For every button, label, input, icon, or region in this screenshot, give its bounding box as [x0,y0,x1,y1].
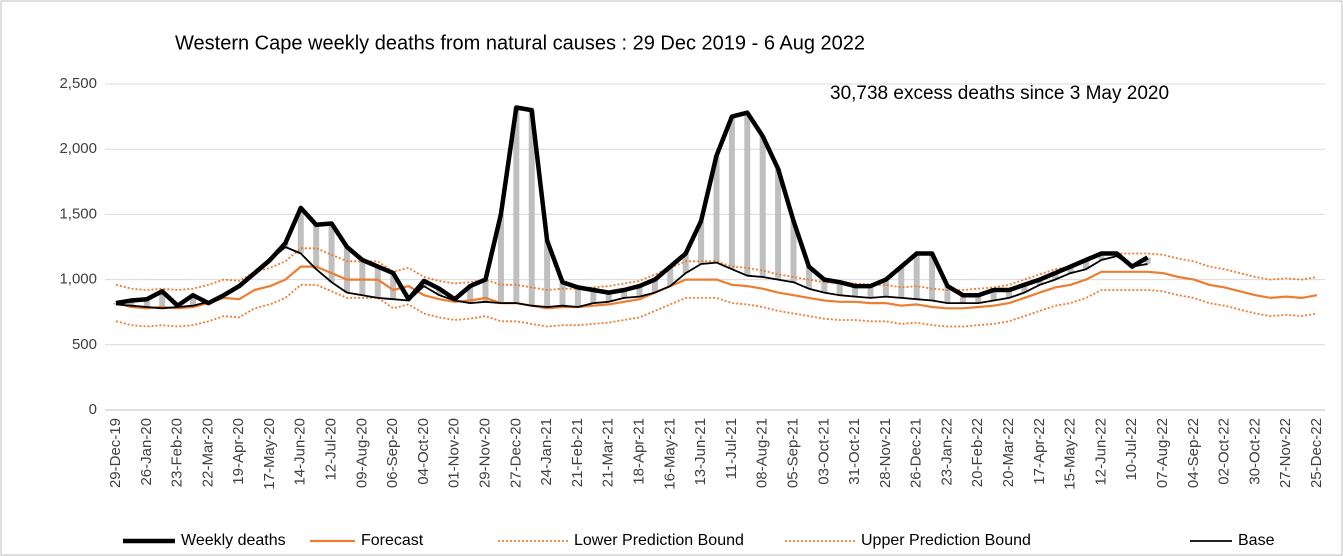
y-tick-label: 1,000 [59,271,97,288]
series-line [115,105,1149,308]
x-tick-label: 15-May-22 [1062,418,1079,490]
x-tick-label: 30-Oct-22 [1246,418,1263,485]
x-tick-label: 16-May-21 [661,418,678,490]
x-tick-label: 14-Jun-20 [292,418,309,486]
x-tick-label: 24-Jan-21 [538,418,555,486]
x-tick-label: 13-Jun-21 [692,418,709,486]
x-tick-label: 29-Dec-19 [107,418,124,488]
x-tick-label: 01-Nov-20 [446,418,463,488]
legend-label: Lower Prediction Bound [574,532,744,549]
x-tick-label: 26-Jan-20 [138,418,155,486]
x-tick-label: 12-Jul-20 [323,418,340,481]
series-line [115,246,1148,310]
x-tick-label: 21-Feb-21 [569,418,586,487]
x-tick-label: 20-Feb-22 [969,418,986,487]
y-tick-label: 0 [89,401,97,418]
x-tick-label: 29-Nov-20 [477,418,494,488]
x-tick-label: 10-Jul-22 [1123,418,1140,481]
x-tick-label: 03-Oct-21 [815,418,832,485]
legend-label: Weekly deaths [181,532,286,549]
x-tick-label: 28-Nov-21 [877,418,894,488]
x-tick-label: 11-Jul-21 [723,418,740,479]
x-tick-label: 09-Aug-20 [353,418,370,488]
x-tick-label: 26-Dec-21 [908,418,925,488]
x-tick-label: 12-Jun-22 [1092,418,1109,486]
annotation: 30,738 excess deaths since 3 May 2020 [830,83,1169,104]
legend-label: Upper Prediction Bound [861,532,1031,549]
x-tick-label: 25-Dec-22 [1308,418,1325,488]
x-tick-label: 22-Mar-20 [199,418,216,487]
x-tick-label: 04-Sep-22 [1185,418,1202,488]
x-tick-label: 05-Sep-21 [784,418,801,488]
x-tick-label: 18-Apr-21 [630,418,647,485]
x-tick-label: 31-Oct-21 [846,418,863,485]
x-tick-label: 23-Jan-22 [938,418,955,486]
y-tick-label: 500 [72,336,97,353]
x-tick-label: 06-Sep-20 [384,418,401,488]
x-tick-label: 23-Feb-20 [169,418,186,487]
x-tick-label: 02-Oct-22 [1216,418,1233,485]
x-tick-label: 27-Dec-20 [507,418,524,488]
series-line [115,265,1318,310]
y-tick-label: 1,500 [59,205,97,222]
chart-title: Western Cape weekly deaths from natural … [175,32,865,54]
x-tick-label: 19-Apr-20 [230,418,247,485]
x-tick-label: 08-Aug-21 [754,418,771,488]
legend-label: Base [1238,532,1275,549]
x-tick-label: 17-Apr-22 [1031,418,1048,485]
legend-label: Forecast [361,532,424,549]
x-tick-label: 04-Oct-20 [415,418,432,485]
x-tick-label: 07-Aug-22 [1154,418,1171,488]
x-tick-label: 21-Mar-21 [600,418,617,487]
series-line [115,283,1318,328]
x-tick-label: 17-May-20 [261,418,278,490]
y-tick-label: 2,000 [59,140,97,157]
x-tick-label: 20-Mar-22 [1000,418,1017,487]
x-tick-label: 27-Nov-22 [1277,418,1294,488]
y-tick-label: 2,500 [59,75,97,92]
